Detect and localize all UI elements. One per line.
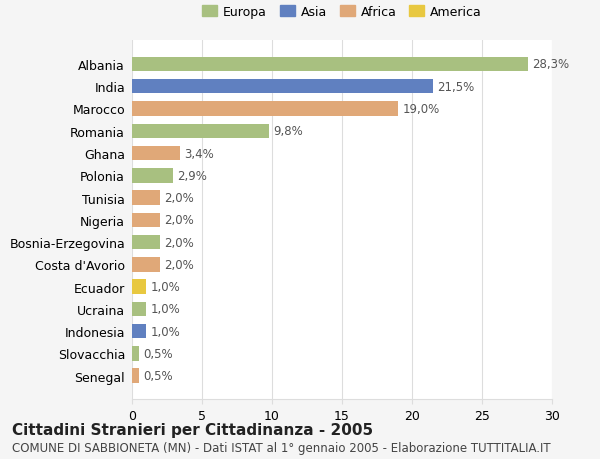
Bar (132, 369, 139, 383)
Text: 19,0%: 19,0% (402, 103, 439, 116)
Text: 1,0%: 1,0% (150, 280, 180, 293)
Text: 1,0%: 1,0% (150, 302, 180, 316)
Text: 3,4%: 3,4% (184, 147, 214, 160)
Text: 2,9%: 2,9% (177, 169, 206, 182)
Bar (132, 146, 179, 161)
Bar (132, 302, 146, 316)
Text: 2,0%: 2,0% (164, 191, 194, 205)
Text: 0,5%: 0,5% (143, 347, 173, 360)
Bar (132, 168, 173, 183)
Text: 21,5%: 21,5% (437, 80, 475, 94)
Bar (132, 124, 269, 139)
Text: COMUNE DI SABBIONETA (MN) - Dati ISTAT al 1° gennaio 2005 - Elaborazione TUTTITA: COMUNE DI SABBIONETA (MN) - Dati ISTAT a… (12, 441, 551, 453)
Legend: Europa, Asia, Africa, America: Europa, Asia, Africa, America (197, 1, 487, 24)
Bar (132, 57, 528, 72)
Text: 0,5%: 0,5% (143, 369, 173, 382)
Text: 2,0%: 2,0% (164, 236, 194, 249)
Bar (132, 80, 433, 94)
Bar (132, 213, 160, 228)
Bar (132, 324, 146, 339)
Bar (132, 102, 398, 117)
Text: 1,0%: 1,0% (150, 325, 180, 338)
Bar (132, 347, 139, 361)
Text: 9,8%: 9,8% (274, 125, 303, 138)
Bar (132, 280, 146, 294)
Bar (132, 191, 160, 205)
Bar (132, 235, 160, 250)
Text: 2,0%: 2,0% (164, 214, 194, 227)
Bar (132, 257, 160, 272)
Text: 2,0%: 2,0% (164, 258, 194, 271)
Text: 28,3%: 28,3% (532, 58, 569, 71)
Text: Cittadini Stranieri per Cittadinanza - 2005: Cittadini Stranieri per Cittadinanza - 2… (12, 422, 373, 437)
